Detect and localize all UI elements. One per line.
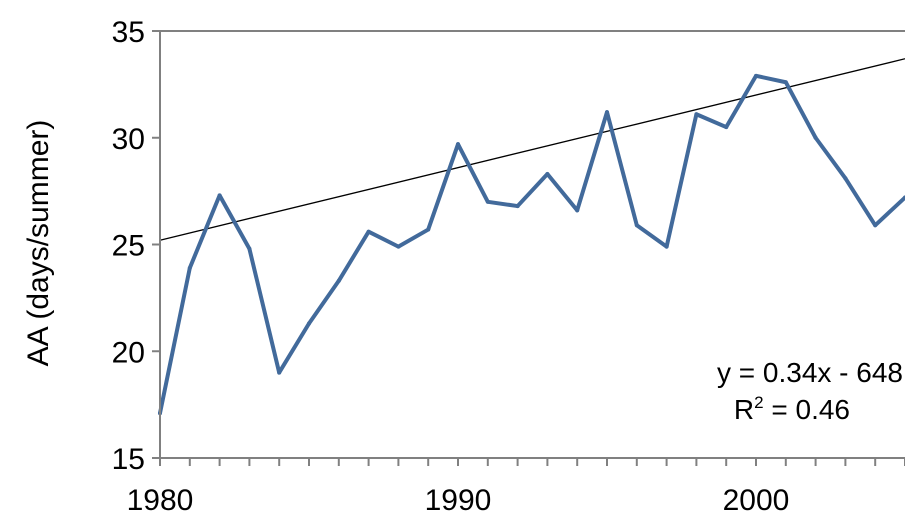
series-line-0 <box>158 73 905 416</box>
data-point-1994 <box>575 208 580 213</box>
data-point-2004 <box>873 223 878 228</box>
x-tick-label-1990: 1990 <box>425 484 492 517</box>
data-point-1985 <box>307 321 311 326</box>
trendline <box>159 58 905 241</box>
axes: 15 20 25 30 35 1980 1990 2000 <box>112 16 905 517</box>
data-point-1984 <box>277 370 282 375</box>
r-squared-label: R2 = 0.46 <box>734 393 850 425</box>
data-point-1995 <box>605 110 609 115</box>
data-point-1982 <box>217 193 222 198</box>
r-squared-superscript: 2 <box>754 393 763 412</box>
data-point-2001 <box>783 80 788 85</box>
data-point-1983 <box>247 246 252 251</box>
data-point-2002 <box>813 135 818 140</box>
data-point-1989 <box>426 227 431 232</box>
y-tick-label-30: 30 <box>112 123 145 156</box>
trendline-equation: y = 0.34x - 648 <box>717 357 903 388</box>
data-point-1997 <box>664 244 669 249</box>
data-point-1992 <box>515 204 520 209</box>
x-tick-label-2000: 2000 <box>723 484 790 517</box>
data-point-2003 <box>843 176 848 181</box>
data-point-1996 <box>634 223 639 228</box>
y-tick-label-20: 20 <box>112 336 145 369</box>
data-point-1993 <box>545 172 550 177</box>
r-squared-value: = 0.46 <box>764 394 850 425</box>
y-axis-title: AA (days/summer) <box>22 120 55 367</box>
x-tick-label-1980: 1980 <box>127 484 194 517</box>
data-point-1991 <box>485 199 490 204</box>
y-tick-label-35: 35 <box>112 16 145 49</box>
data-point-1987 <box>366 229 371 234</box>
r-squared-symbol: R <box>734 394 754 425</box>
y-tick-label-25: 25 <box>112 230 145 263</box>
data-point-1999 <box>724 125 729 130</box>
y-tick-label-15: 15 <box>112 443 145 476</box>
data-point-1981 <box>187 265 192 270</box>
plot-area <box>158 58 905 416</box>
data-point-1990 <box>456 142 460 147</box>
data-point-1998 <box>694 112 699 117</box>
data-point-2000 <box>754 73 758 78</box>
data-point-1988 <box>396 244 401 249</box>
data-point-1986 <box>336 278 341 283</box>
